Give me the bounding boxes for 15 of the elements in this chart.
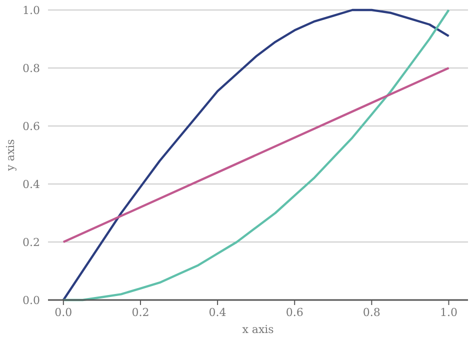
- line-series: [62, 8, 450, 302]
- x-tick-label: 0.2: [132, 306, 150, 319]
- y-tick-label: 0.8: [22, 62, 40, 75]
- y-tick-label: 0.6: [22, 120, 40, 133]
- y-tick-label: 0.0: [22, 294, 40, 307]
- x-tick-label: 0.6: [286, 306, 304, 319]
- y-tick-label: 0.2: [22, 236, 40, 249]
- x-tick-label: 0.8: [362, 306, 380, 319]
- x-axis-title: x axis: [242, 323, 274, 336]
- y-tick-label: 1.0: [22, 4, 40, 17]
- x-tick-label: 0.4: [208, 306, 226, 319]
- x-tick-label: 1.0: [440, 306, 458, 319]
- y-axis-title: y axis: [4, 138, 17, 172]
- y-tick-label: 0.4: [22, 178, 40, 191]
- x-tick-label: 0.0: [54, 306, 72, 319]
